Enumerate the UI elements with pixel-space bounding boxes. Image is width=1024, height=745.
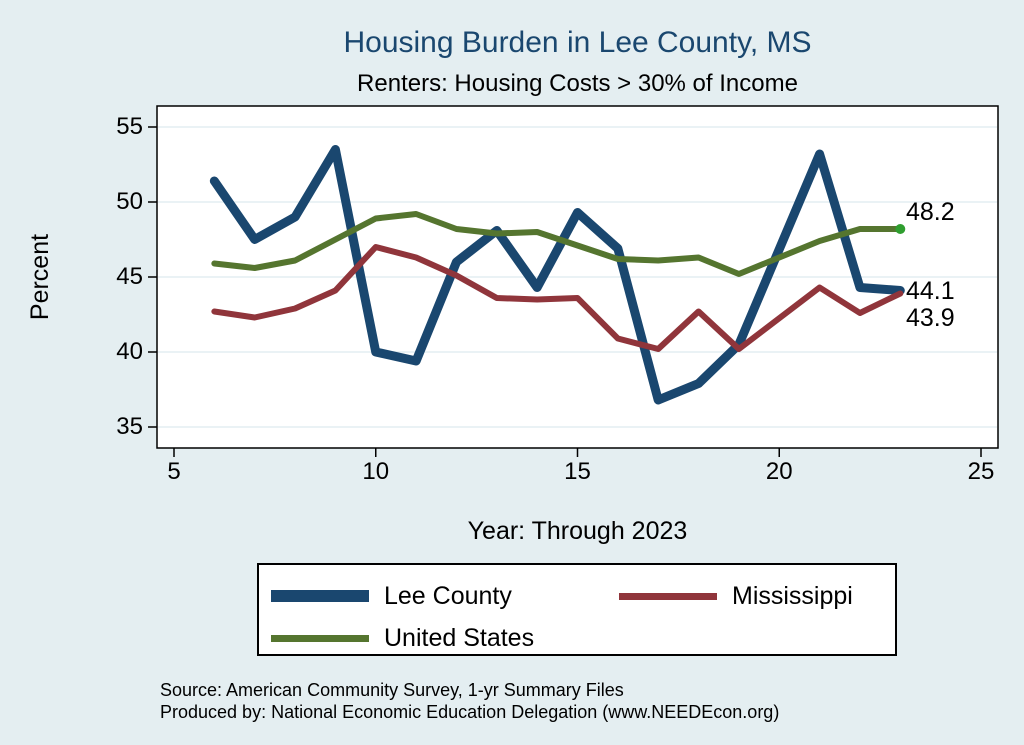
legend-item-mississippi: Mississippi	[619, 581, 853, 611]
chart-title: Housing Burden in Lee County, MS	[343, 26, 812, 59]
y-axis-title: Percent	[26, 233, 54, 321]
legend-item-lee-county: Lee County	[271, 581, 512, 611]
y-tick-label: 50	[116, 188, 143, 215]
y-tick-label: 40	[116, 338, 143, 365]
x-axis-title: Year: Through 2023	[467, 517, 688, 545]
legend-item-united-states: United States	[271, 623, 534, 653]
legend-label-mississippi: Mississippi	[732, 581, 853, 610]
end-label-48.2: 48.2	[906, 198, 955, 226]
y-tick-label: 45	[116, 263, 143, 290]
legend-swatch-lee-county	[271, 590, 369, 602]
x-tick-label: 5	[167, 458, 181, 485]
end-label-43.9: 43.9	[906, 303, 955, 332]
end-label-44.1: 44.1	[906, 276, 955, 305]
x-tick-label: 15	[564, 458, 591, 485]
x-tick-label: 10	[362, 458, 390, 485]
chart-subtitle: Renters: Housing Costs > 30% of Income	[357, 70, 798, 97]
legend-label-united-states: United States	[384, 623, 535, 652]
series-line-united-states	[211, 211, 904, 277]
source-line: Source: American Community Survey, 1-yr …	[160, 680, 624, 700]
series-line-mississippi	[211, 244, 904, 352]
legend-label-lee-county: Lee County	[384, 581, 512, 610]
series-end-marker	[895, 224, 906, 234]
produced-line: Produced by: National Economic Education…	[160, 702, 780, 722]
x-tick-label: 25	[967, 458, 995, 485]
y-tick-label: 55	[116, 113, 143, 140]
series-line-lee-county	[209, 145, 905, 405]
legend: Lee County Mississippi United States	[257, 563, 897, 656]
legend-swatch-mississippi	[619, 592, 717, 600]
x-tick-label: 20	[765, 458, 793, 485]
legend-swatch-united-states	[271, 634, 369, 642]
source-note: Source: American Community Survey, 1-yr …	[160, 679, 779, 723]
y-tick-label: 35	[116, 413, 143, 440]
